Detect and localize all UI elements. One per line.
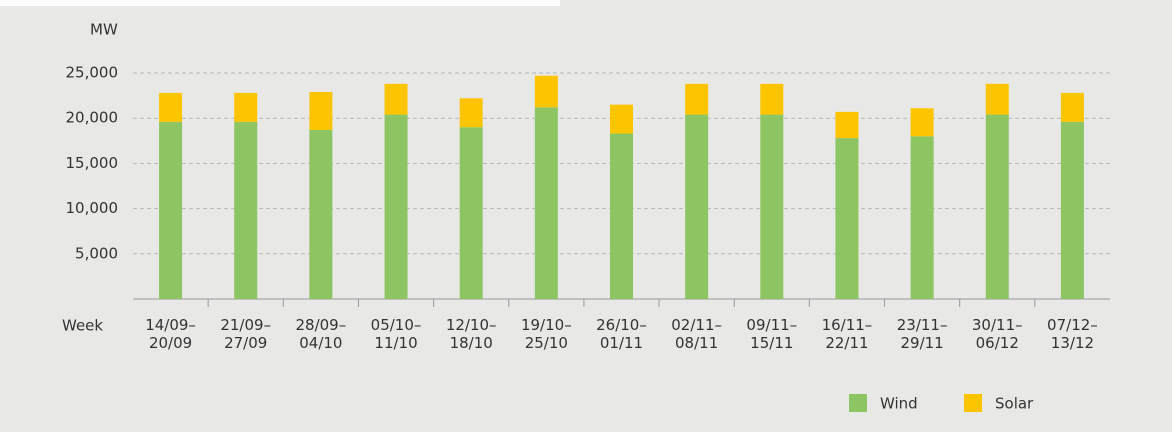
bar-segment <box>309 129 333 299</box>
x-tick-label: 26/10– 01/11 <box>596 316 647 352</box>
bar-segment <box>534 107 558 300</box>
x-tick-label: 19/10– 25/10 <box>520 316 572 352</box>
y-tick-label: 10,000 <box>66 199 119 217</box>
x-tick-label: 12/10– 18/10 <box>445 316 497 352</box>
bar-segment <box>985 83 1009 115</box>
bar-segment <box>534 75 558 108</box>
legend-swatch <box>964 394 982 412</box>
y-tick-label: 15,000 <box>66 154 119 172</box>
x-tick-label: 16/11– 22/11 <box>821 316 873 352</box>
bar-segment <box>384 114 408 299</box>
bar-segment <box>234 121 258 299</box>
y-tick-label: 25,000 <box>66 64 119 82</box>
bar-segment <box>1060 121 1084 299</box>
x-tick-label: 05/10– 11/10 <box>370 316 422 352</box>
bar-segment <box>610 133 633 299</box>
y-tick-label: 5,000 <box>75 244 118 262</box>
bar-segment <box>459 127 483 300</box>
legend-label: Solar <box>995 395 1034 413</box>
x-tick-label: 23/11– 29/11 <box>896 316 948 352</box>
x-tick-label: 21/09– 27/09 <box>220 316 272 352</box>
bar-segment <box>760 114 784 299</box>
bar-segment <box>234 92 258 122</box>
bar-segment <box>910 108 934 137</box>
bar-segment <box>159 92 183 122</box>
legend-swatch <box>849 394 867 412</box>
bar-segment <box>685 114 709 299</box>
bar-segment <box>610 104 633 134</box>
bar-segment <box>384 83 408 115</box>
bar-segment <box>985 114 1009 299</box>
x-axis-label: Week <box>62 317 103 335</box>
bar-segment <box>910 136 934 299</box>
bar-segment <box>309 91 333 130</box>
legend-label: Wind <box>880 395 918 413</box>
x-tick-label: 14/09– 20/09 <box>145 316 196 352</box>
x-tick-label: 30/11– 06/12 <box>971 316 1023 352</box>
bar-segment <box>835 138 859 299</box>
bar-segment <box>1060 92 1084 122</box>
bar-segment <box>159 121 183 299</box>
y-tick-label: 20,000 <box>66 109 119 127</box>
y-axis-label: MW <box>90 21 118 39</box>
bar-segment <box>760 83 784 115</box>
x-tick-label: 09/11– 15/11 <box>746 316 798 352</box>
bar-segment <box>835 111 859 139</box>
x-tick-label: 02/11– 08/11 <box>671 316 722 352</box>
x-tick-label: 07/12– 13/12 <box>1047 316 1098 352</box>
bar-segment <box>685 83 709 115</box>
top-band <box>0 0 560 6</box>
bar-segment <box>459 98 483 128</box>
x-tick-label: 28/09– 04/10 <box>295 316 347 352</box>
